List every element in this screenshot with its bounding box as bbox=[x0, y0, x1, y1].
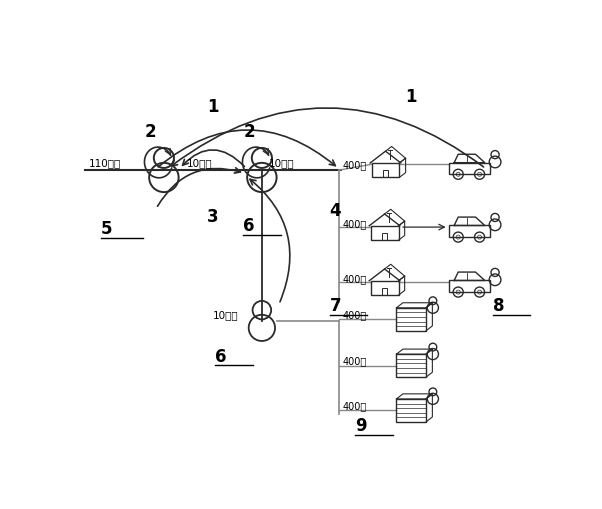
Bar bbox=[383, 171, 388, 178]
Text: 400伏: 400伏 bbox=[343, 309, 367, 320]
Text: 400伏: 400伏 bbox=[343, 401, 367, 410]
Bar bbox=[397, 399, 426, 422]
Bar bbox=[397, 354, 426, 378]
Text: 2: 2 bbox=[145, 123, 157, 141]
Bar bbox=[382, 234, 387, 241]
Text: 1: 1 bbox=[207, 98, 219, 116]
Text: 400伏: 400伏 bbox=[343, 218, 367, 229]
Text: 9: 9 bbox=[355, 416, 367, 434]
Text: 6: 6 bbox=[243, 216, 255, 234]
Text: 400伏: 400伏 bbox=[343, 356, 367, 365]
Text: 110千伏: 110千伏 bbox=[89, 157, 122, 167]
Text: 1: 1 bbox=[405, 88, 417, 106]
Text: 400伏: 400伏 bbox=[343, 160, 367, 169]
Text: 10千伏: 10千伏 bbox=[187, 157, 213, 167]
Text: 10千伏: 10千伏 bbox=[269, 157, 294, 167]
Bar bbox=[382, 288, 387, 296]
Text: 400伏: 400伏 bbox=[343, 273, 367, 284]
Bar bbox=[449, 163, 489, 175]
Text: 3: 3 bbox=[207, 208, 219, 226]
Bar bbox=[449, 226, 489, 238]
Text: 2: 2 bbox=[244, 123, 255, 141]
Text: 8: 8 bbox=[493, 296, 504, 314]
Bar bbox=[449, 281, 489, 293]
Bar bbox=[397, 308, 426, 331]
Text: 7: 7 bbox=[329, 296, 341, 314]
Text: 4: 4 bbox=[329, 202, 341, 220]
Text: 6: 6 bbox=[216, 347, 227, 365]
Text: 10千伏: 10千伏 bbox=[213, 309, 238, 319]
Text: 5: 5 bbox=[101, 219, 113, 238]
